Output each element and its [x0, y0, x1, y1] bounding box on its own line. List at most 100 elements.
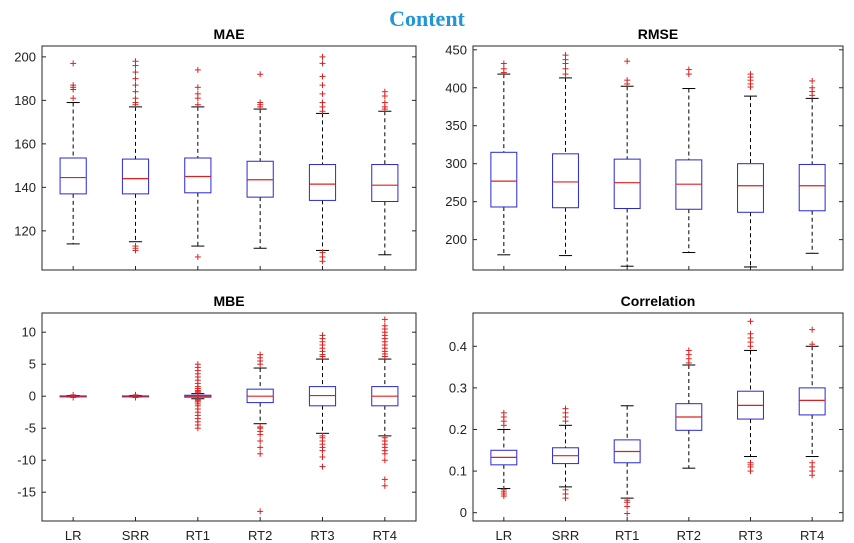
- outlier-marker: [381, 322, 388, 329]
- y-tick-label: 200: [14, 49, 36, 64]
- outlier-marker: [381, 316, 388, 323]
- outlier-marker: [381, 88, 388, 95]
- iqr-box: [59, 157, 87, 195]
- y-tick-label: 450: [445, 42, 467, 57]
- outlier-marker: [257, 438, 264, 444]
- box-lr: LR: [490, 409, 518, 543]
- outlier-marker: [381, 476, 388, 483]
- box-rt2: RT2: [246, 351, 274, 543]
- outlier-marker: [381, 434, 388, 441]
- outlier-marker: [319, 53, 326, 60]
- y-tick-label: 180: [14, 93, 36, 108]
- panel-mae: MAE 120 140 160 180 200: [14, 26, 417, 271]
- outlier-marker: [257, 450, 264, 457]
- y-tick-label: 0.2: [449, 422, 467, 437]
- panel-mbe: MBE -15 -10 -5 0 5 10 LR SRR RT1 RT2 RT3 RT4: [17, 293, 417, 543]
- iqr-box: [490, 151, 518, 208]
- outlier-marker: [319, 90, 326, 97]
- outlier-marker: [562, 486, 569, 493]
- axes-frame: [41, 45, 417, 271]
- box-rt1: [613, 58, 641, 270]
- y-tick-label: 0: [460, 505, 467, 520]
- outlier-marker: [500, 60, 507, 67]
- box-rt1: RT1: [613, 405, 641, 543]
- outlier-marker: [194, 84, 201, 91]
- outlier-marker: [809, 84, 816, 91]
- x-tick-label: SRR: [122, 528, 149, 543]
- panel-title: MBE: [213, 293, 244, 309]
- outlier-marker: [319, 249, 326, 256]
- outlier-marker: [70, 391, 77, 398]
- outlier-marker: [624, 77, 631, 84]
- outlier-marker: [809, 326, 816, 333]
- y-tick-label: 0: [29, 389, 36, 404]
- y-tick-label: 0.1: [449, 464, 467, 479]
- iqr-box: [121, 158, 150, 195]
- outlier-marker: [500, 486, 507, 493]
- outlier-marker: [132, 75, 139, 82]
- y-tick-label: 140: [14, 180, 36, 195]
- outlier-marker: [685, 66, 692, 73]
- outlier-marker: [132, 391, 139, 398]
- iqr-box: [308, 164, 337, 201]
- x-tick-label: RT3: [738, 528, 762, 543]
- outlier-marker: [319, 463, 326, 470]
- y-tick-label: 5: [29, 357, 36, 372]
- panel-rmse: RMSE 200 250 300 350 400 450: [445, 26, 844, 271]
- outlier-marker: [194, 361, 201, 368]
- iqr-box: [552, 153, 579, 209]
- box-rt4: RT4: [798, 326, 826, 543]
- outlier-marker: [319, 60, 326, 67]
- box-rt2: [675, 66, 703, 270]
- outlier-marker: [319, 82, 326, 89]
- outlier-marker: [747, 459, 754, 466]
- outlier-marker: [132, 58, 139, 65]
- iqr-box: [798, 163, 826, 212]
- outlier-marker: [747, 330, 754, 337]
- outlier-marker: [381, 457, 388, 464]
- outlier-marker: [257, 423, 264, 430]
- outlier-marker: [319, 454, 326, 460]
- outlier-marker: [381, 99, 388, 106]
- outlier-marker: [809, 77, 816, 84]
- x-tick-label: LR: [65, 528, 82, 543]
- y-tick-label: 10: [22, 325, 36, 340]
- panel-title: Correlation: [621, 293, 696, 309]
- outlier-marker: [319, 99, 326, 106]
- y-tick-label: 200: [445, 232, 467, 247]
- outlier-marker: [194, 253, 201, 260]
- outlier-marker: [809, 341, 816, 348]
- outlier-marker: [257, 71, 264, 78]
- box-rt3: RT3: [308, 332, 337, 543]
- outlier-marker: [500, 409, 507, 416]
- x-tick-label: RT4: [373, 528, 397, 543]
- outlier-marker: [319, 432, 326, 439]
- iqr-box: [798, 387, 826, 416]
- box-lr: LR: [59, 391, 87, 543]
- y-tick-label: 300: [445, 156, 467, 171]
- panel-title: RMSE: [638, 26, 678, 42]
- outlier-marker: [624, 510, 631, 517]
- outlier-marker: [70, 82, 77, 89]
- outlier-marker: [257, 351, 264, 358]
- panel-correlation: Correlation 0 0.1 0.2 0.3 0.4 LR SRR RT1 RT2 RT3 RT…: [449, 293, 844, 543]
- x-tick-label: LR: [496, 528, 513, 543]
- outlier-marker: [70, 60, 77, 67]
- outlier-marker: [132, 82, 139, 89]
- outlier-marker: [194, 101, 201, 108]
- box-rt1: RT1: [184, 361, 212, 543]
- y-tick-label: 350: [445, 118, 467, 133]
- page-title: Content: [389, 6, 465, 31]
- outlier-marker: [562, 52, 569, 59]
- outlier-marker: [132, 88, 139, 95]
- x-tick-label: RT3: [310, 528, 334, 543]
- box-srr: SRR: [122, 391, 149, 543]
- box-rt2: [246, 71, 274, 270]
- outlier-marker: [194, 90, 201, 97]
- outlier-marker: [747, 71, 754, 78]
- outlier-marker: [132, 243, 139, 250]
- x-tick-label: SRR: [552, 528, 579, 543]
- iqr-box: [613, 158, 641, 209]
- outlier-marker: [194, 66, 201, 73]
